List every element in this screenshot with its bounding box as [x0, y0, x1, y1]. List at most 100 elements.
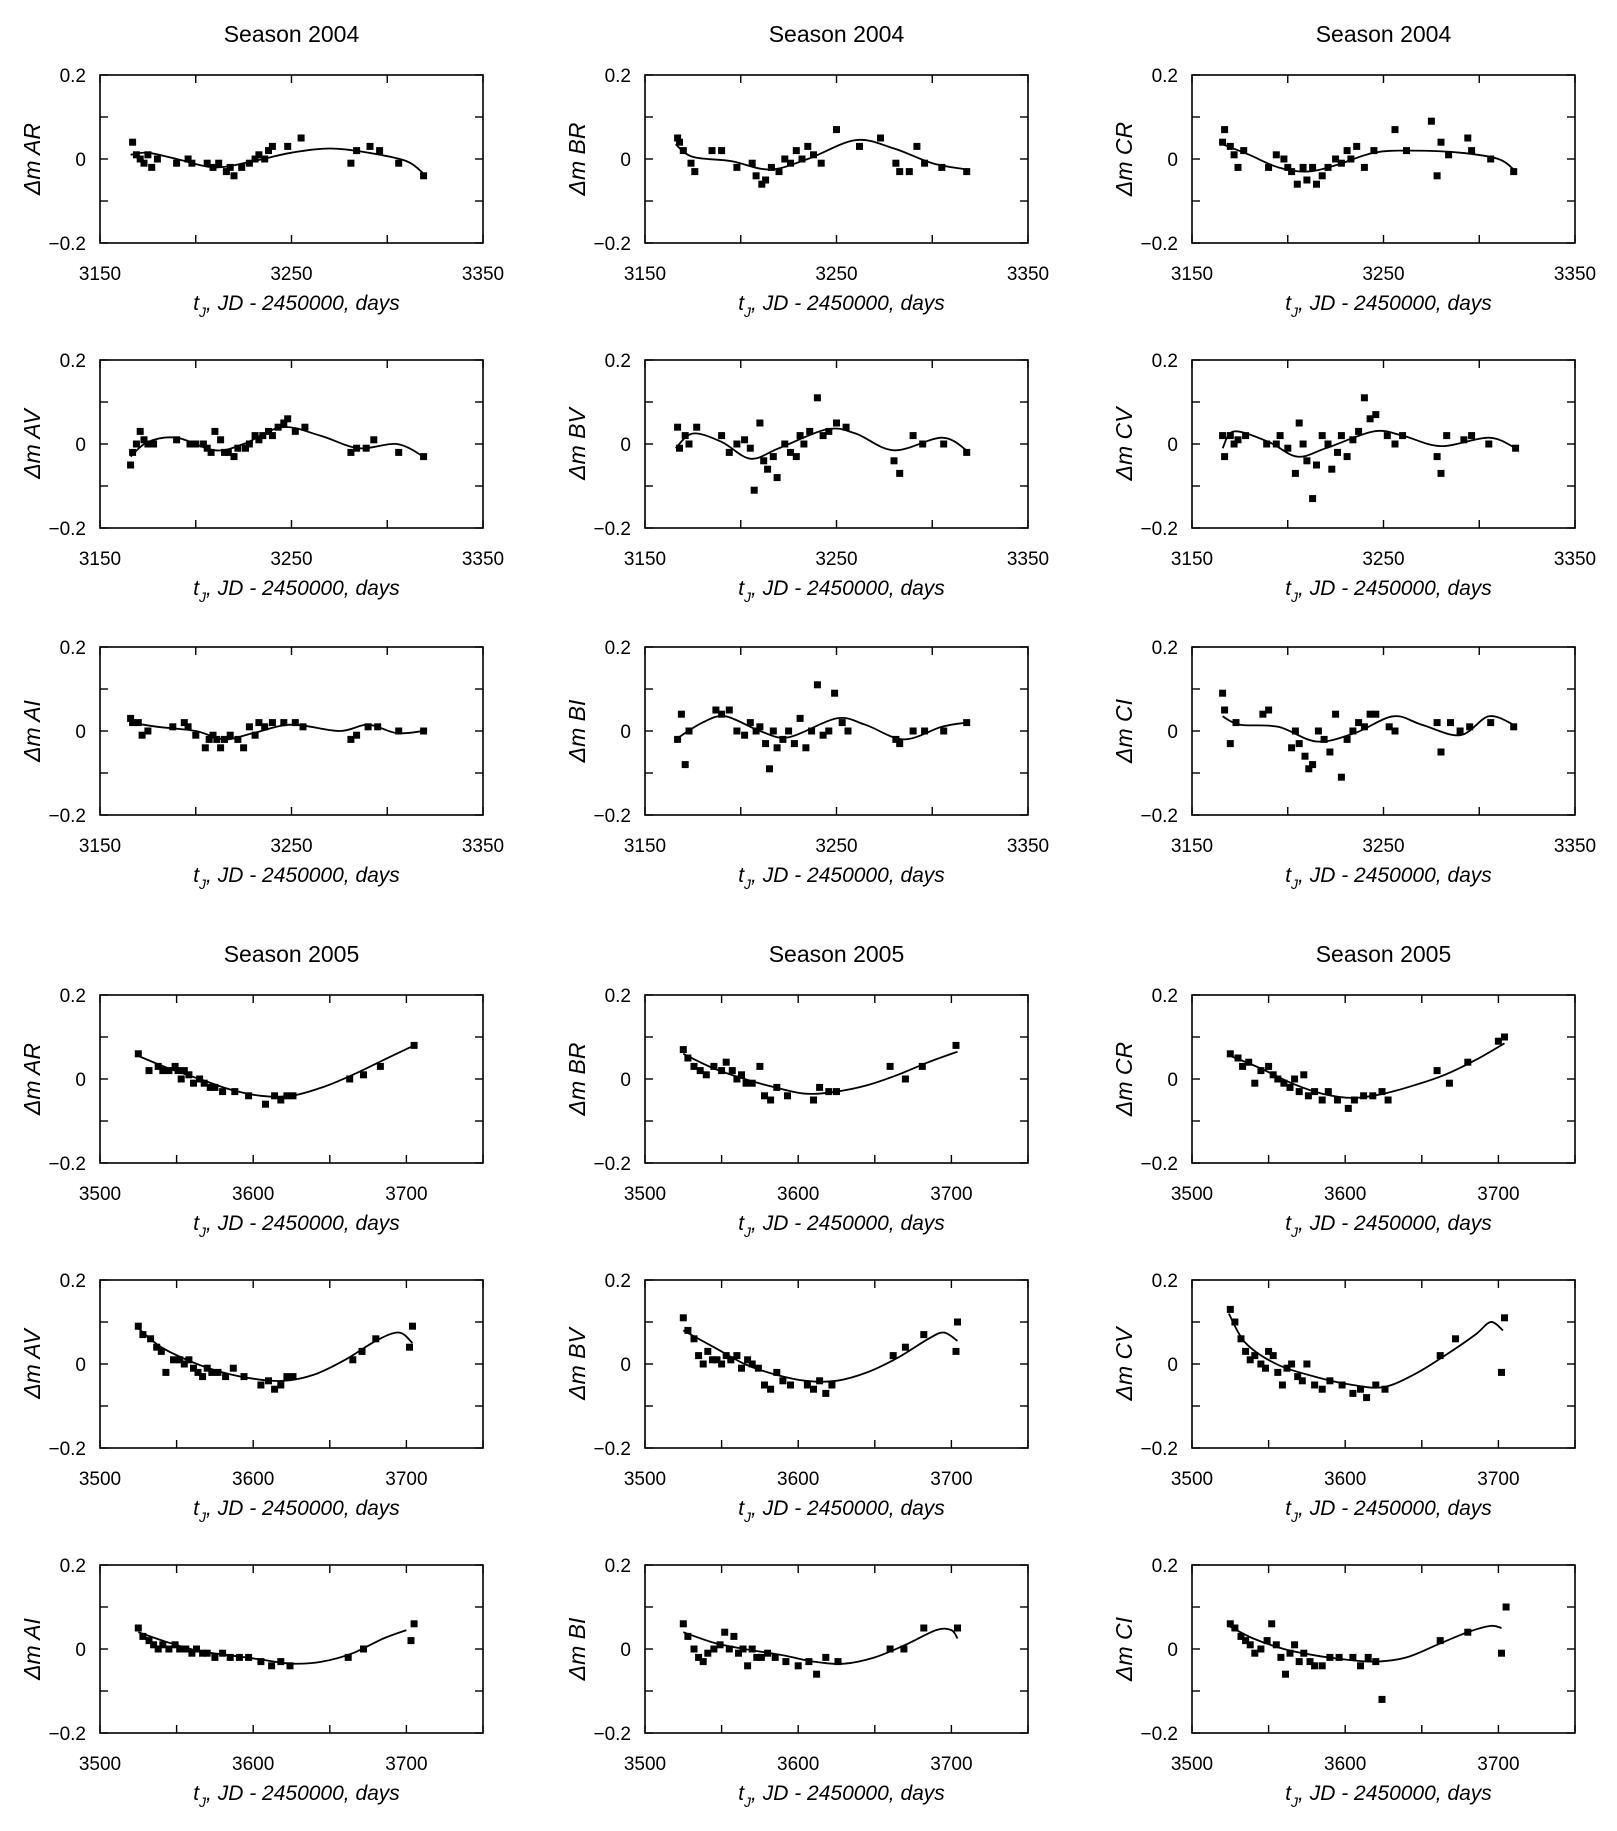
data-point — [1257, 1645, 1265, 1653]
x-tick-label: 3600 — [232, 1754, 274, 1775]
data-point — [834, 1658, 842, 1666]
x-tick-label: 3700 — [930, 1469, 972, 1490]
data-point — [283, 1092, 291, 1100]
data-point — [800, 440, 808, 448]
x-tick-label: 3700 — [930, 1184, 972, 1205]
data-point — [136, 427, 144, 435]
data-point — [420, 453, 428, 461]
fit-curve — [683, 1627, 959, 1665]
data-point — [844, 727, 852, 735]
data-point — [744, 1662, 752, 1670]
x-tick-label: 3700 — [1477, 1184, 1519, 1205]
data-point — [784, 1092, 791, 1100]
data-point — [733, 727, 741, 735]
data-point — [139, 1632, 147, 1640]
chart-panel: −0.2 0 0.2 3150 3250 3350 tJ, JD - 2450000, da… — [1092, 572, 1617, 892]
data-point — [733, 163, 741, 171]
data-point — [1268, 1620, 1276, 1628]
data-point — [265, 1377, 272, 1385]
chart-panel: −0.2 0 0.2 3500 3600 3700 tJ, JD - 2450000, da… — [0, 1205, 539, 1525]
data-point — [1433, 453, 1441, 461]
x-tick-label: 3150 — [1171, 836, 1213, 857]
chart-title: Season 2005 — [224, 941, 360, 967]
data-point — [235, 1653, 243, 1661]
data-point — [245, 1092, 253, 1100]
x-tick-label: 3500 — [1171, 1469, 1213, 1490]
data-point — [147, 1335, 155, 1343]
data-point — [1286, 1649, 1294, 1657]
y-axis-label: Δm CI — [1111, 1616, 1137, 1682]
data-point — [1242, 1637, 1250, 1645]
data-point — [347, 159, 355, 167]
data-point — [154, 1062, 162, 1070]
data-point — [1276, 432, 1284, 440]
data-point — [813, 681, 821, 689]
data-point — [194, 1368, 202, 1376]
data-point — [347, 735, 355, 743]
data-point — [257, 1658, 265, 1666]
data-point — [344, 1653, 352, 1661]
data-point — [376, 1062, 384, 1070]
x-tick-label: 3500 — [79, 1754, 121, 1775]
data-point — [1349, 727, 1357, 735]
data-point — [1343, 147, 1351, 155]
data-point — [748, 1645, 756, 1653]
data-point — [199, 1649, 207, 1657]
data-point — [712, 706, 720, 714]
data-point — [1466, 723, 1474, 731]
data-point — [1464, 134, 1472, 142]
data-point — [268, 432, 276, 440]
y-tick-label: −0.2 — [593, 1439, 631, 1460]
data-point — [1313, 461, 1320, 469]
data-point — [775, 168, 783, 176]
chart-title: Season 2005 — [1316, 941, 1452, 967]
data-point — [1311, 1662, 1319, 1670]
y-tick-label: −0.2 — [48, 1154, 86, 1175]
data-point — [735, 1649, 742, 1657]
data-point — [150, 440, 158, 448]
data-point — [695, 1653, 703, 1661]
data-point — [1274, 1075, 1282, 1083]
data-point — [1468, 147, 1476, 155]
data-point — [787, 448, 794, 456]
data-point — [1360, 394, 1368, 402]
data-point — [171, 1062, 179, 1070]
plot-frame — [644, 359, 1029, 529]
data-point — [767, 1096, 775, 1104]
x-axis-label: tJ, JD - 2450000, days — [1285, 864, 1492, 892]
data-point — [169, 723, 177, 731]
x-tick-label: 3150 — [624, 549, 666, 570]
x-tick-label: 3500 — [79, 1469, 121, 1490]
data-point — [245, 440, 253, 448]
data-point — [134, 1322, 142, 1330]
data-point — [219, 1088, 227, 1096]
data-point — [221, 448, 228, 456]
data-point — [395, 159, 403, 167]
plot-frame — [1191, 1564, 1576, 1734]
x-tick-label: 3350 — [1554, 836, 1596, 857]
data-point — [1337, 773, 1345, 781]
data-point — [1433, 1067, 1441, 1075]
data-point — [1437, 748, 1445, 756]
y-tick-label: 0 — [620, 150, 631, 171]
data-point — [1230, 151, 1238, 159]
data-point — [764, 465, 772, 473]
chart-svg: −0.2 0 0.2 3150 3250 3350 tJ, JD - 2450000, da… — [19, 351, 504, 605]
data-point — [265, 147, 272, 155]
data-point — [1291, 1641, 1299, 1649]
data-point — [1219, 689, 1227, 697]
y-axis-label: Δm CI — [1111, 698, 1137, 764]
data-point — [810, 151, 817, 159]
data-point — [1303, 457, 1311, 465]
data-point — [1265, 1062, 1273, 1070]
data-point — [1383, 432, 1391, 440]
data-point — [810, 1385, 817, 1393]
data-point — [1399, 432, 1407, 440]
data-point — [1502, 1603, 1510, 1611]
data-point — [289, 1092, 297, 1100]
data-point — [806, 427, 814, 435]
data-point — [148, 163, 156, 171]
x-tick-label: 3700 — [1477, 1754, 1519, 1775]
data-point — [188, 1649, 196, 1657]
x-tick-label: 3600 — [1324, 1754, 1366, 1775]
